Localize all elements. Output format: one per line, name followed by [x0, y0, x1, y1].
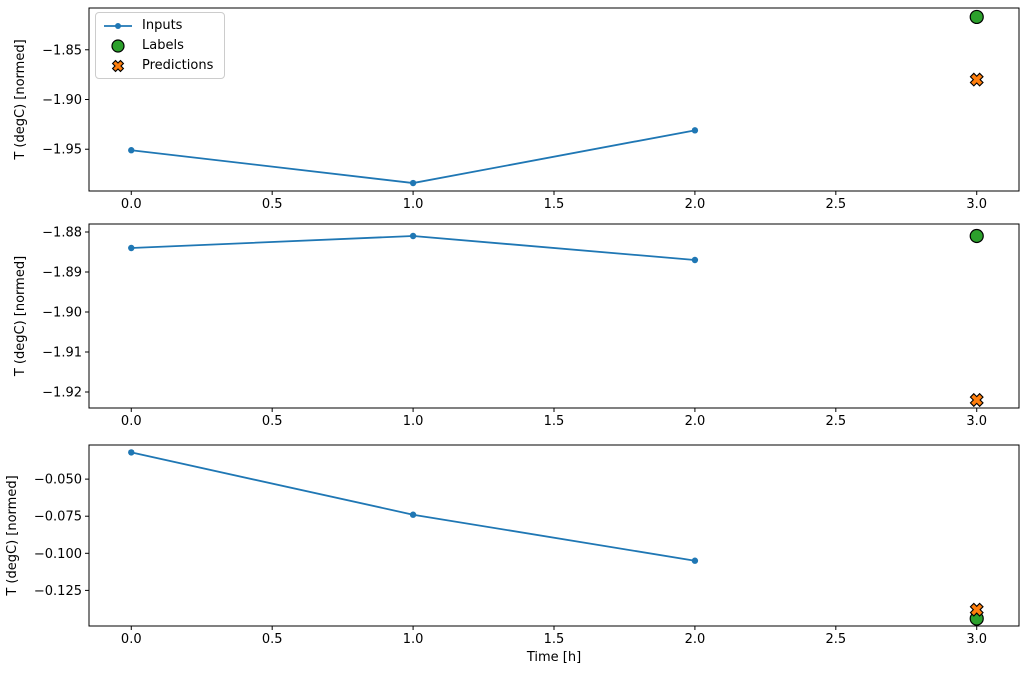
x-tick-label: 2.5 — [825, 632, 846, 647]
inputs-marker — [691, 557, 699, 564]
legend-label-labels: Labels — [142, 38, 184, 53]
x-tick-label: 3.0 — [966, 197, 987, 212]
x-tick-label: 1.5 — [544, 197, 565, 212]
x-tick-label: 0.0 — [121, 414, 142, 429]
y-tick-label: −1.85 — [42, 43, 82, 58]
labels-circle-glyph — [111, 38, 125, 53]
axes-frame — [88, 444, 1020, 627]
x-tick-label: 3.0 — [966, 414, 987, 429]
y-tick-label: −1.88 — [42, 226, 82, 241]
inputs-dot-glyph — [115, 22, 121, 29]
subplot-1: 0.0 0.5 1.0 1.5 2.0 2.5 3.0 −1.85 −1.90 −1.95 T (d… — [13, 7, 1020, 212]
x-axis-label: Time [h] — [526, 650, 581, 665]
inputs-marker — [691, 127, 699, 134]
x-tick-label: 1.0 — [403, 414, 424, 429]
axes-frame — [88, 7, 1020, 192]
predictions-marker — [969, 72, 984, 87]
x-tick-label: 0.0 — [121, 197, 142, 212]
y-axis-label: T (degC) [normed] — [13, 39, 28, 160]
y-tick-label: −0.125 — [34, 584, 82, 599]
legend-item-labels: Labels — [103, 37, 213, 54]
x-tick-label: 2.5 — [825, 197, 846, 212]
legend-item-predictions: Predictions — [103, 57, 213, 74]
y-tick-label: −1.92 — [42, 386, 82, 401]
x-tick-label: 0.5 — [262, 197, 283, 212]
x-tick-label: 1.0 — [403, 197, 424, 212]
subplot-3: 0.0 0.5 1.0 1.5 2.0 2.5 3.0 −0.050 −0.075 −0.100 −… — [5, 444, 1020, 647]
inputs-marker — [409, 511, 417, 518]
legend-label-predictions: Predictions — [142, 58, 214, 73]
inputs-marker — [128, 449, 135, 456]
legend: Inputs Labels Predictions — [95, 12, 226, 79]
inputs-line — [131, 235, 695, 261]
y-tick-label: −0.050 — [34, 473, 82, 488]
y-tick-label: −1.90 — [42, 306, 82, 321]
predictions-x-glyph — [111, 59, 125, 72]
predictions-x-icon — [111, 59, 125, 72]
inputs-marker — [409, 232, 417, 240]
y-axis-label: T (degC) [normed] — [13, 256, 28, 377]
inputs-marker — [128, 244, 135, 252]
subplot-2: 0.0 0.5 1.0 1.5 2.0 2.5 3.0 −1.88 −1.89 −1.90 −1.9… — [13, 223, 1020, 429]
legend-item-inputs: Inputs — [103, 17, 213, 34]
x-tick-label: 0.0 — [121, 632, 142, 647]
predictions-marker — [969, 602, 984, 617]
x-tick-label: 1.5 — [544, 414, 565, 429]
x-tick-label: 0.5 — [262, 414, 283, 429]
inputs-marker — [409, 179, 417, 187]
x-tick-label: 2.0 — [685, 632, 706, 647]
labels-marker — [969, 228, 984, 244]
labels-circle-icon — [111, 38, 125, 53]
inputs-line — [131, 451, 696, 562]
inputs-marker — [128, 147, 135, 154]
x-tick-label: 2.5 — [825, 414, 846, 429]
x-tick-label: 2.0 — [685, 414, 706, 429]
y-tick-label: −0.100 — [34, 547, 82, 562]
x-tick-label: 2.0 — [685, 197, 706, 212]
x-tick-label: 3.0 — [966, 632, 987, 647]
inputs-line-icon — [104, 22, 132, 29]
y-tick-label: −1.89 — [42, 266, 82, 281]
y-tick-label: −1.91 — [42, 346, 82, 361]
x-tick-label: 0.5 — [262, 632, 283, 647]
y-axis-label: T (degC) [normed] — [5, 475, 20, 596]
x-tick-label: 1.5 — [544, 632, 565, 647]
labels-marker — [969, 9, 984, 25]
y-tick-label: −1.90 — [42, 93, 82, 108]
y-tick-label: −0.075 — [34, 510, 82, 525]
predictions-marker — [969, 392, 984, 408]
x-tick-label: 1.0 — [403, 632, 424, 647]
legend-label-inputs: Inputs — [142, 18, 183, 33]
y-tick-label: −1.95 — [42, 143, 82, 158]
axes-frame — [88, 223, 1020, 409]
inputs-line — [131, 129, 696, 184]
inputs-marker — [691, 256, 699, 264]
